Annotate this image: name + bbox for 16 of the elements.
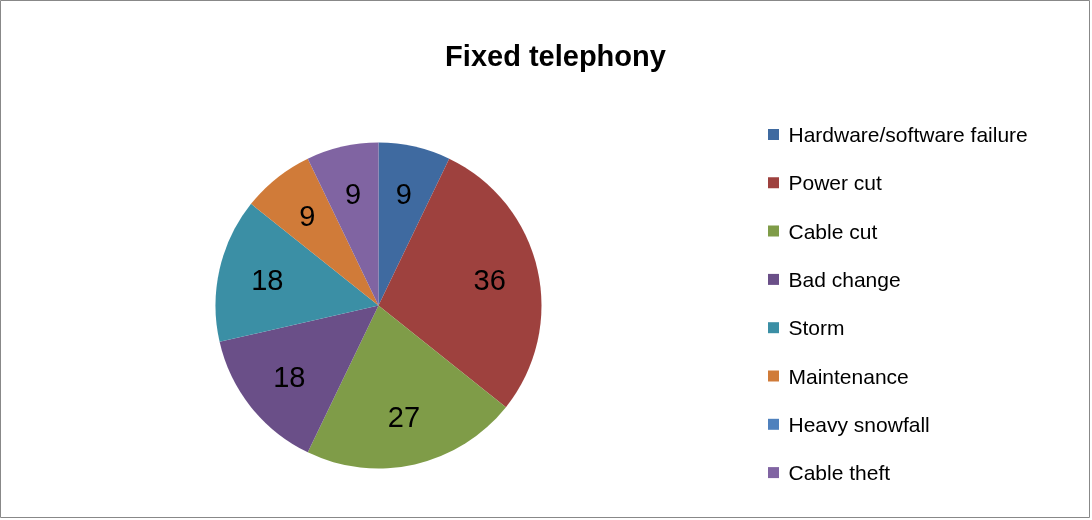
data-label: 27 (387, 400, 421, 433)
data-label: 9 (299, 200, 316, 233)
legend-label: Bad change (788, 267, 901, 291)
data-label: 9 (395, 178, 412, 211)
data-label: 36 (473, 264, 506, 297)
legend-label: Hardware/software failure (788, 123, 1028, 146)
legend-label: Maintenance (788, 364, 909, 388)
data-label: 18 (273, 360, 306, 393)
legend-label: Cable cut (788, 219, 878, 243)
legend-label: Heavy snowfall (788, 412, 930, 436)
chart-title: Fixed telephony (445, 39, 666, 72)
data-label: 9 (345, 178, 362, 211)
legend-label: Power cut (788, 171, 883, 195)
legend-label: Cable theft (788, 461, 891, 485)
data-label: 18 (251, 264, 284, 297)
legend-label: Storm (788, 316, 845, 340)
